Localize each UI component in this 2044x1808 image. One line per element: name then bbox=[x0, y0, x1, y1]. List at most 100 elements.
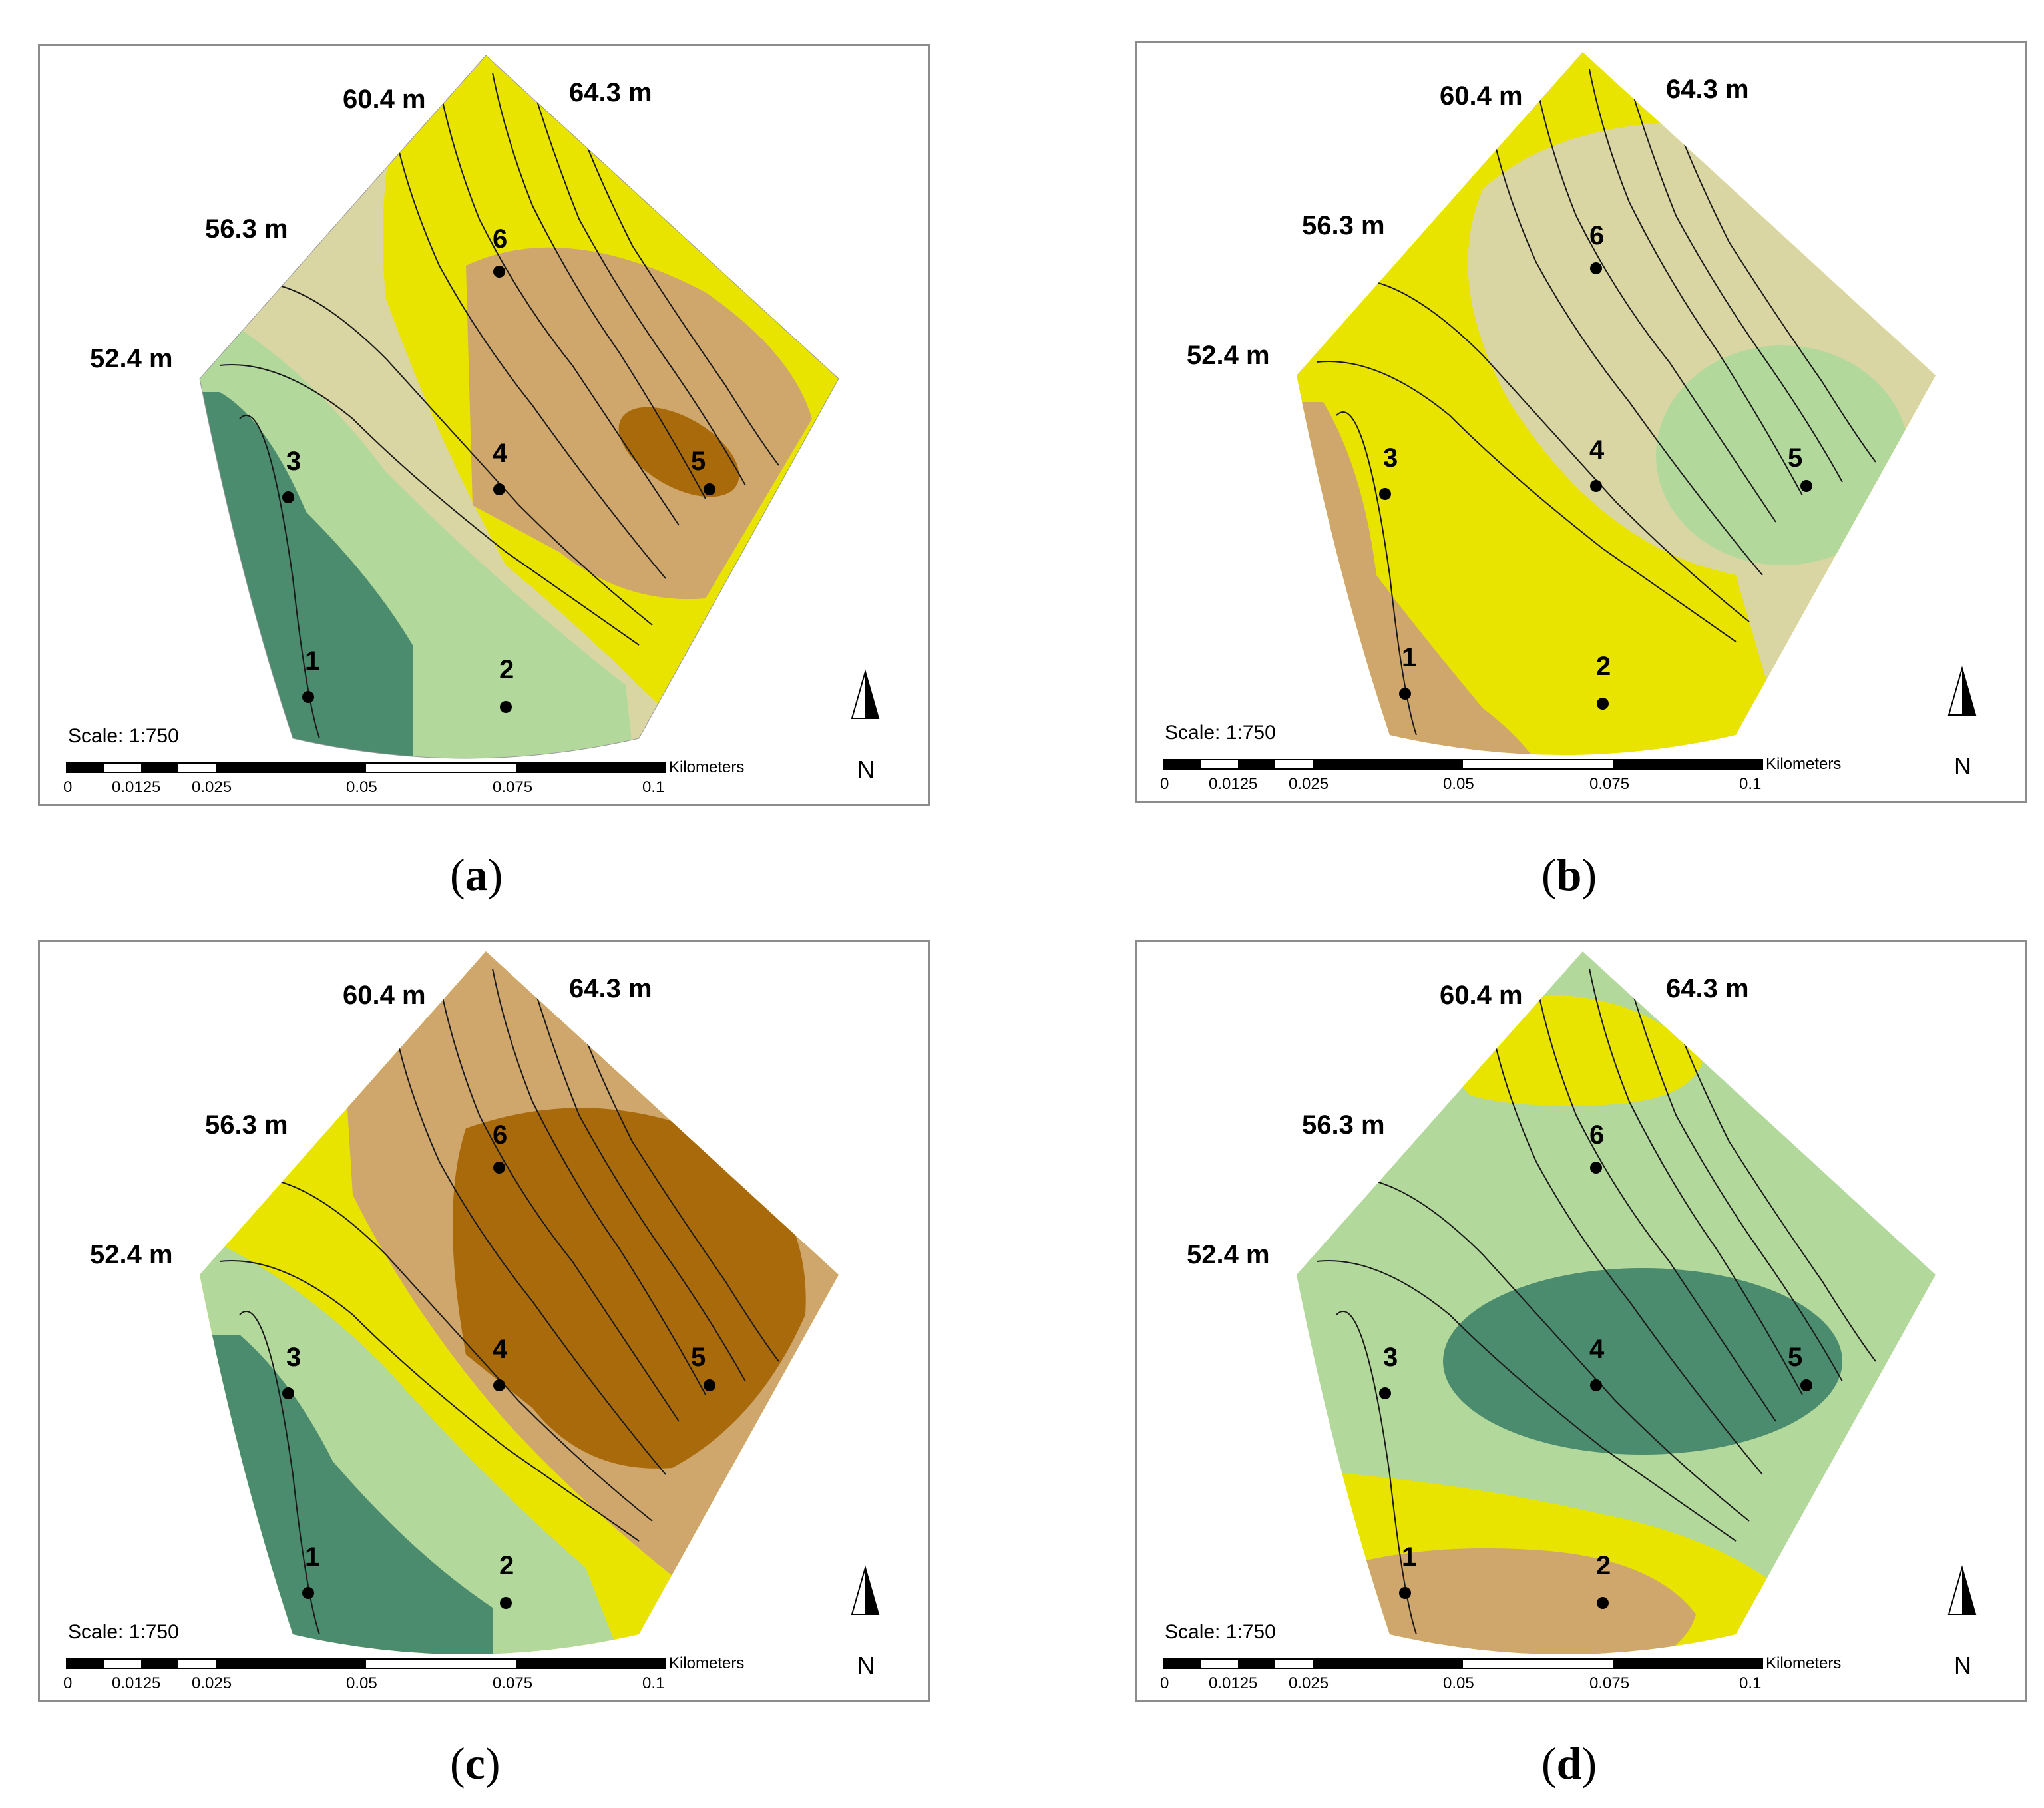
north-label: N bbox=[1954, 1652, 1971, 1679]
point-label: 3 bbox=[286, 1343, 302, 1372]
point-marker bbox=[500, 701, 512, 713]
point-label: 2 bbox=[499, 1551, 514, 1580]
scale-tick: 0.0125 bbox=[1209, 775, 1258, 793]
scale-unit: Kilometers bbox=[669, 758, 745, 776]
map-canvas-b bbox=[1163, 52, 1977, 770]
scale-tick: 0.05 bbox=[1443, 1674, 1474, 1692]
point-marker bbox=[493, 266, 505, 278]
scale-tick: 0.025 bbox=[192, 1674, 232, 1692]
point-label: 3 bbox=[286, 447, 302, 476]
scale-text: Scale: 1:750 bbox=[68, 725, 179, 747]
elevation-label: 60.4 m bbox=[1440, 81, 1523, 111]
point-marker bbox=[493, 483, 505, 495]
point-label: 1 bbox=[305, 646, 320, 676]
scale-text: Scale: 1:750 bbox=[1165, 722, 1276, 744]
scale-bar bbox=[66, 762, 666, 773]
scale-tick: 0.1 bbox=[1739, 1674, 1762, 1692]
point-marker bbox=[1399, 688, 1411, 700]
elevation-label: 56.3 m bbox=[1302, 211, 1385, 240]
elevation-label: 60.4 m bbox=[1440, 981, 1523, 1010]
point-marker bbox=[302, 1587, 314, 1599]
elevation-label: 52.4 m bbox=[90, 344, 173, 373]
point-marker bbox=[1399, 1587, 1411, 1599]
caption-a: (a) bbox=[450, 849, 503, 900]
north-arrow-b bbox=[1947, 666, 1977, 716]
sample-points bbox=[282, 266, 715, 713]
scale-tick: 0.075 bbox=[493, 778, 533, 796]
scale-tick: 0 bbox=[1160, 775, 1169, 793]
scale-unit: Kilometers bbox=[669, 1654, 745, 1672]
elevation-label: 64.3 m bbox=[1666, 75, 1749, 104]
point-marker bbox=[1597, 1597, 1609, 1609]
north-arrow-d bbox=[1947, 1565, 1977, 1615]
point-label: 4 bbox=[1589, 1335, 1605, 1364]
point-label: 2 bbox=[1596, 1551, 1611, 1580]
point-marker bbox=[1597, 698, 1609, 710]
point-label: 3 bbox=[1383, 443, 1398, 473]
sample-points bbox=[1379, 1162, 1812, 1609]
point-label: 5 bbox=[691, 1343, 706, 1372]
elevation-label: 64.3 m bbox=[569, 78, 652, 107]
zone-light-green bbox=[1656, 345, 1909, 565]
caption-d: (d) bbox=[1541, 1738, 1597, 1789]
sample-points bbox=[282, 1162, 715, 1609]
elevation-label: 60.4 m bbox=[343, 981, 426, 1010]
scale-tick: 0 bbox=[63, 778, 73, 796]
map-panel-b: 60.4 m 64.3 m 56.3 m 52.4 m 1 2 3 4 5 6 … bbox=[1135, 41, 2027, 803]
contour-lines bbox=[1316, 69, 1876, 736]
elevation-label: 52.4 m bbox=[90, 1240, 173, 1269]
point-label: 3 bbox=[1383, 1343, 1398, 1372]
point-marker bbox=[704, 483, 715, 495]
scale-unit: Kilometers bbox=[1766, 755, 1842, 773]
elevation-label: 64.3 m bbox=[1666, 974, 1749, 1003]
point-marker bbox=[1590, 1162, 1602, 1174]
scale-tick: 0.025 bbox=[192, 778, 232, 796]
scale-bar bbox=[1163, 1658, 1763, 1669]
north-arrow-c bbox=[851, 1565, 880, 1615]
point-label: 6 bbox=[1589, 221, 1605, 250]
point-marker bbox=[1590, 262, 1602, 274]
scale-bar bbox=[1163, 759, 1763, 770]
point-marker bbox=[282, 491, 294, 503]
point-marker bbox=[493, 1162, 505, 1174]
scale-tick: 0 bbox=[63, 1674, 73, 1692]
point-label: 4 bbox=[1589, 435, 1605, 465]
scale-tick: 0.075 bbox=[1589, 1674, 1630, 1692]
elevation-label: 64.3 m bbox=[569, 974, 652, 1003]
caption-b: (b) bbox=[1541, 849, 1597, 900]
point-marker bbox=[1590, 480, 1602, 492]
scale-tick: 0.05 bbox=[346, 1674, 377, 1692]
elevation-label: 56.3 m bbox=[1302, 1110, 1385, 1140]
point-label: 6 bbox=[1589, 1120, 1605, 1150]
elevation-label: 60.4 m bbox=[343, 85, 426, 114]
scale-tick: 0.075 bbox=[493, 1674, 533, 1692]
point-marker bbox=[302, 691, 314, 703]
point-marker bbox=[704, 1379, 715, 1391]
point-label: 1 bbox=[305, 1542, 320, 1572]
zone-dark-green bbox=[200, 1335, 493, 1654]
sample-points bbox=[1379, 262, 1812, 710]
map-panel-c: 60.4 m 64.3 m 56.3 m 52.4 m 1 2 3 4 5 6 … bbox=[38, 940, 930, 1702]
point-label: 6 bbox=[493, 224, 508, 254]
map-canvas-a bbox=[66, 55, 880, 773]
map-panel-d: 60.4 m 64.3 m 56.3 m 52.4 m 1 2 3 4 5 6 … bbox=[1135, 940, 2027, 1702]
scale-tick: 0.05 bbox=[346, 778, 377, 796]
point-label: 5 bbox=[1788, 1343, 1803, 1372]
scale-tick: 0.025 bbox=[1289, 1674, 1329, 1692]
map-canvas-c bbox=[66, 951, 880, 1669]
zone-dark-green bbox=[1443, 1268, 1842, 1455]
scale-text: Scale: 1:750 bbox=[1165, 1621, 1276, 1643]
point-marker bbox=[282, 1387, 294, 1399]
zone-dark-brown bbox=[453, 1108, 806, 1469]
elevation-label: 52.4 m bbox=[1187, 341, 1270, 370]
elevation-label: 56.3 m bbox=[205, 214, 288, 244]
scale-tick: 0.1 bbox=[1739, 775, 1762, 793]
map-panel-a: 60.4 m 64.3 m 56.3 m 52.4 m 1 2 3 4 5 6 … bbox=[38, 44, 930, 806]
scale-tick: 0.1 bbox=[642, 1674, 665, 1692]
scale-tick: 0.075 bbox=[1589, 775, 1630, 793]
map-canvas-d bbox=[1163, 951, 1977, 1669]
scale-tick: 0.05 bbox=[1443, 775, 1474, 793]
point-label: 1 bbox=[1402, 643, 1417, 672]
scale-tick: 0.0125 bbox=[112, 1674, 161, 1692]
scale-unit: Kilometers bbox=[1766, 1654, 1842, 1672]
